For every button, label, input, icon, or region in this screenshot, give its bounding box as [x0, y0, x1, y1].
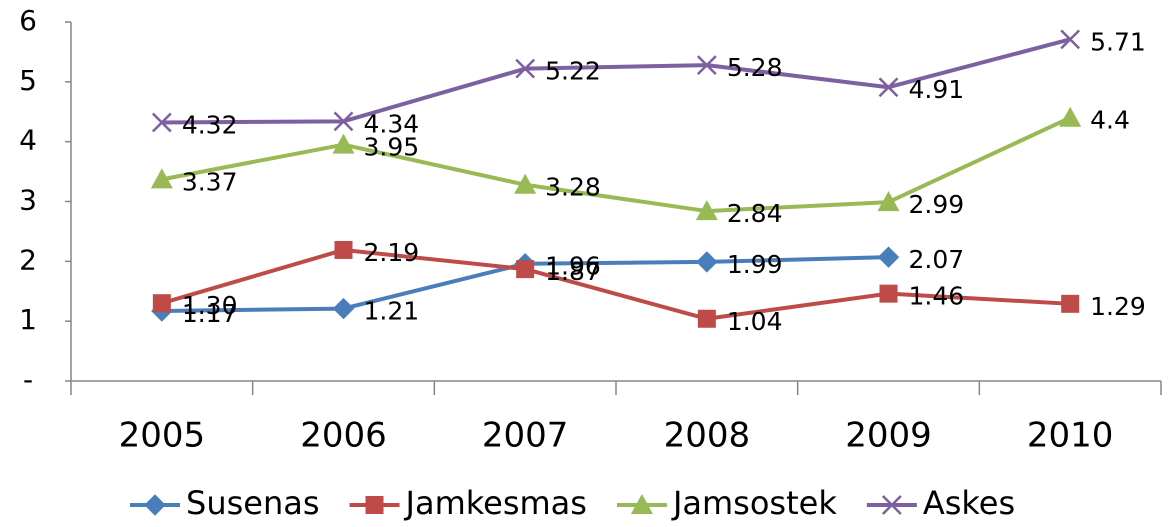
marker: [150, 168, 173, 189]
x-tick-label: 2007: [482, 416, 569, 456]
marker: [695, 200, 718, 221]
marker: [144, 494, 166, 516]
data-label: 2.19: [364, 238, 420, 267]
marker: [1059, 106, 1082, 127]
marker: [881, 495, 902, 515]
y-tick-label: -: [23, 363, 33, 396]
data-label: 1.87: [545, 257, 601, 286]
marker: [696, 55, 717, 75]
x-tick-label: 2005: [119, 416, 206, 456]
data-label: 3.37: [182, 167, 238, 196]
marker: [365, 496, 384, 514]
series-line: [161, 37, 1071, 125]
marker: [332, 297, 355, 320]
data-label: 2.99: [909, 190, 965, 219]
data-label: 2.84: [727, 199, 783, 228]
legend-label: Jamsostek: [671, 484, 837, 522]
series-line: [161, 247, 1071, 321]
y-tick-label: 6: [19, 4, 37, 37]
data-label: 1.99: [727, 250, 783, 279]
y-tick-label: 2: [19, 243, 37, 276]
data-label: 5.71: [1090, 27, 1146, 56]
marker: [878, 77, 899, 98]
marker: [877, 246, 900, 268]
marker: [332, 133, 355, 154]
x-tick-label: 2010: [1027, 416, 1114, 456]
series-line: [161, 115, 1072, 214]
marker: [516, 260, 535, 279]
x-tick-label: 2006: [300, 416, 387, 456]
marker: [515, 58, 536, 79]
data-label: 1.30: [182, 291, 238, 320]
data-label: 4.32: [182, 111, 238, 140]
data-label: 1.17: [182, 299, 238, 328]
data-label: 2.07: [909, 245, 965, 274]
data-label: 1.21: [364, 297, 420, 326]
data-label: 3.95: [364, 133, 420, 162]
marker: [1061, 294, 1080, 313]
data-label: 5.22: [545, 57, 601, 86]
marker: [696, 251, 718, 273]
x-tick-label: 2008: [664, 416, 751, 456]
marker: [697, 309, 716, 328]
y-tick-label: 4: [19, 124, 37, 157]
data-label: 1.29: [1090, 292, 1146, 321]
data-label: 3.28: [545, 173, 601, 202]
legend-label: Askes: [923, 484, 1015, 522]
marker: [877, 191, 900, 212]
data-label: 4.34: [364, 109, 420, 138]
marker: [152, 294, 171, 313]
marker: [879, 284, 898, 303]
y-tick-label: 3: [19, 184, 37, 217]
legend-label: Jamkesmas: [404, 484, 587, 522]
data-label: 4.91: [909, 75, 965, 104]
x-tick-label: 2009: [845, 416, 932, 456]
marker: [514, 173, 537, 194]
marker: [333, 111, 354, 132]
marker: [630, 494, 653, 514]
data-label: 5.28: [727, 53, 783, 82]
data-label: 1.46: [909, 282, 965, 311]
marker: [151, 112, 172, 133]
legend-label: Susenas: [186, 484, 320, 522]
data-label: 1.04: [727, 307, 783, 336]
marker: [334, 240, 353, 259]
y-tick-label: 1: [19, 303, 37, 336]
data-label: 4.4: [1090, 106, 1130, 135]
marker: [1060, 29, 1081, 50]
y-tick-label: 5: [19, 64, 37, 97]
